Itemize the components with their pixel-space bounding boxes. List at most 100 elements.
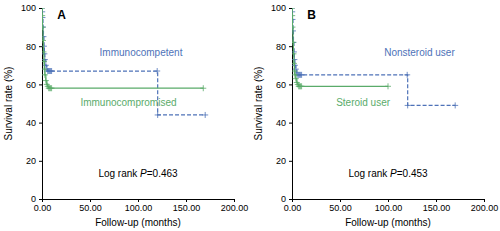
tick-mark <box>289 161 292 162</box>
tick-label: 0.00 <box>34 203 52 213</box>
censor-mark <box>293 76 299 82</box>
censor-mark <box>292 24 295 30</box>
tick-mark <box>186 199 187 202</box>
tick-label: 150.00 <box>423 203 451 213</box>
survival-curve <box>292 8 388 86</box>
censor-mark <box>452 102 458 108</box>
axis-line <box>39 9 43 200</box>
censor-mark <box>42 58 47 64</box>
censor-mark <box>200 85 206 91</box>
tick: 100 <box>21 3 42 13</box>
tick-label: 20 <box>276 156 286 166</box>
tick: 20 <box>26 156 42 166</box>
tick: 0 <box>31 194 42 204</box>
plot-area <box>292 8 458 108</box>
censor-mark <box>154 68 160 74</box>
survival-curve <box>42 8 205 115</box>
tick-label: 80 <box>276 42 286 52</box>
tick: 100 <box>271 3 292 13</box>
chart: 0.0050.00100.00150.00200.00020406080100F… <box>0 0 500 231</box>
tick: 150.00 <box>423 199 451 213</box>
tick-label: 150.00 <box>173 203 201 213</box>
curve-label: Steroid user <box>336 97 391 108</box>
censor-mark <box>42 24 46 30</box>
tick-label: 50.00 <box>329 203 352 213</box>
censor-mark <box>42 72 48 78</box>
tick-mark <box>289 199 292 200</box>
censor-mark <box>299 83 305 89</box>
survival-curve <box>42 8 203 88</box>
censor-mark <box>292 60 297 66</box>
censor-mark <box>292 13 295 19</box>
tick-mark <box>39 46 42 47</box>
tick-label: 200.00 <box>471 203 499 213</box>
curve-label: Nonsteroid user <box>384 47 455 58</box>
x-axis-title: Follow-up (months) <box>95 217 181 228</box>
censor-mark <box>42 24 45 30</box>
tick-label: 60 <box>26 80 36 90</box>
tick: 20 <box>276 156 292 166</box>
tick-mark <box>90 199 91 202</box>
censor-mark <box>298 72 304 78</box>
tick-label: 0.00 <box>284 203 302 213</box>
tick: 0.00 <box>284 199 302 213</box>
censor-mark <box>385 83 391 89</box>
panel: 0.0050.00100.00150.00200.00020406080100F… <box>3 3 248 228</box>
tick: 60 <box>276 80 292 90</box>
tick-label: 20 <box>26 156 36 166</box>
tick: 80 <box>26 42 42 52</box>
annotation: Log rank P=0.453 <box>348 168 428 179</box>
tick: 60 <box>26 80 42 90</box>
y-axis: 0 20 40 60 80 100 <box>21 3 43 204</box>
censor-mark <box>202 112 208 118</box>
tick: 40 <box>26 118 42 128</box>
panel: 0.00 50.00 100.00 150.00 200.00 0 20 40 60 80 100 F… <box>253 3 498 228</box>
x-axis-title: Follow-up (months) <box>345 217 431 228</box>
censor-mark <box>155 112 161 118</box>
x-axis: 0.0050.00100.00150.00200.00 <box>34 199 249 213</box>
tick-label: 200.00 <box>221 203 249 213</box>
y-axis-title: Survival rate (%) <box>3 67 14 141</box>
annotation: Log rank P=0.463 <box>98 168 178 179</box>
tick-label: 100 <box>21 3 36 13</box>
tick-label: 100 <box>271 3 286 13</box>
censor-mark <box>292 51 296 57</box>
plot-area <box>42 8 208 118</box>
tick-mark <box>39 84 42 85</box>
tick: 200.00 <box>471 199 499 213</box>
censor-mark <box>49 85 55 91</box>
censor-mark <box>299 72 305 78</box>
tick-mark <box>289 123 292 124</box>
y-axis-title: Survival rate (%) <box>253 67 264 141</box>
tick-label: 40 <box>276 118 286 128</box>
annotation-part: =0.463 <box>147 168 178 179</box>
tick-label: 80 <box>26 42 36 52</box>
censor-mark <box>42 66 47 72</box>
tick-mark <box>234 199 235 202</box>
censor-mark <box>298 83 304 89</box>
curve-label: Immunocompetent <box>100 47 183 58</box>
censor-mark <box>292 39 296 45</box>
censor-mark <box>42 8 45 11</box>
censor-mark <box>42 37 46 43</box>
tick: 150.00 <box>173 199 201 213</box>
censor-mark <box>48 85 54 91</box>
censor-mark <box>42 43 47 49</box>
tick-mark <box>138 199 139 202</box>
x-axis: 0.00 50.00 100.00 150.00 200.00 <box>284 199 499 213</box>
censor-mark <box>405 102 411 108</box>
tick: 100.00 <box>375 199 403 213</box>
tick: 0.00 <box>34 199 52 213</box>
tick: 40 <box>276 118 292 128</box>
tick: 100.00 <box>125 199 153 213</box>
censor-mark <box>42 49 46 55</box>
tick-label: 60 <box>276 80 286 90</box>
tick-mark <box>39 8 42 9</box>
censor-mark <box>292 8 295 11</box>
censor-mark <box>49 68 55 74</box>
tick-mark <box>289 8 292 9</box>
panel-label: B <box>307 8 316 22</box>
y-axis: 0 20 40 60 80 100 <box>271 3 293 204</box>
tick: 0 <box>281 194 292 204</box>
tick-mark <box>484 199 485 202</box>
